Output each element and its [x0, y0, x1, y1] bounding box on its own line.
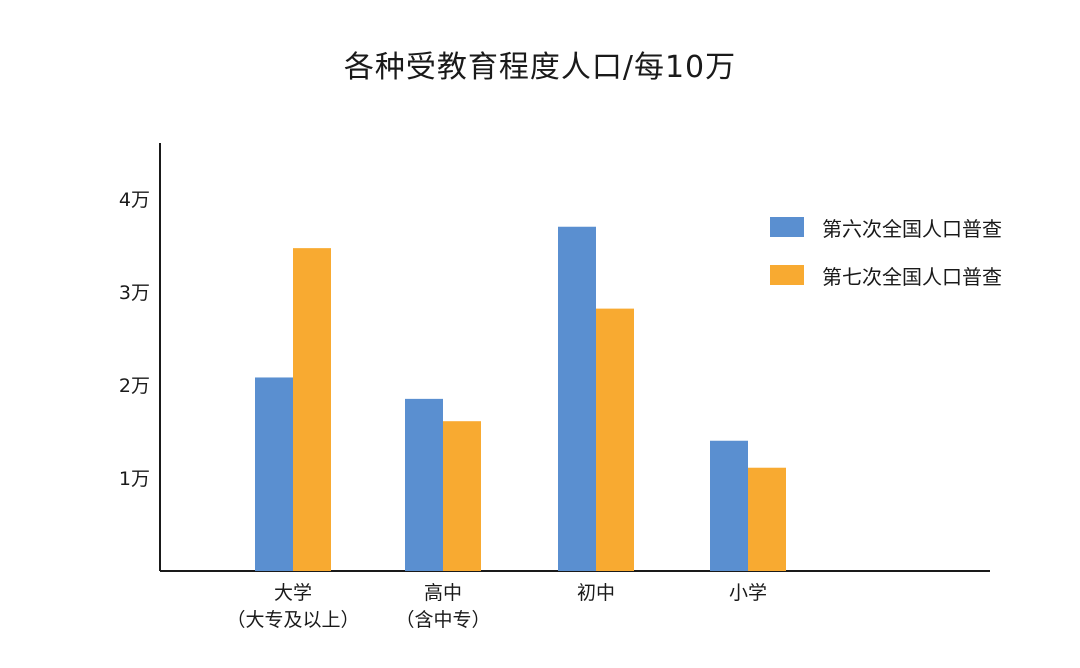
x-tick-label-3: 初中 [577, 582, 615, 604]
bar-series-1-4 [710, 440, 748, 571]
bar-series-2-1 [293, 248, 331, 571]
legend-item-series-1: 第六次全国人口普查 [770, 212, 1002, 242]
y-tick-label-4: 4万 [119, 189, 150, 211]
x-tick-sublabel-2: （含中专） [395, 609, 490, 631]
y-tick-label-3: 3万 [119, 282, 150, 304]
legend-label-series-2: 第七次全国人口普查 [822, 264, 1002, 289]
chart-title: 各种受教育程度人口/每10万 [343, 50, 737, 85]
bar-series-1-2 [405, 398, 443, 571]
x-tick-label-4: 小学 [729, 582, 767, 604]
bar-series-2-4 [748, 467, 786, 571]
bar-series-2-2 [443, 421, 481, 571]
legend-swatch-series-2 [770, 265, 804, 285]
legend-label-series-1: 第六次全国人口普查 [822, 216, 1002, 241]
x-tick-sublabel-1: （大专及以上） [226, 609, 359, 631]
y-tick-label-1: 1万 [119, 468, 150, 490]
bar-series-2-3 [596, 308, 634, 571]
x-tick-label-2: 高中 [424, 582, 462, 604]
y-tick-label-2: 2万 [119, 375, 150, 397]
legend-swatch-series-1 [770, 217, 804, 237]
legend-item-series-2: 第七次全国人口普查 [770, 260, 1002, 290]
legend: 第六次全国人口普查 第七次全国人口普查 [770, 212, 1002, 308]
x-tick-label-1: 大学 [274, 582, 312, 604]
bar-series-1-3 [558, 226, 596, 571]
bar-series-1-1 [255, 377, 293, 571]
